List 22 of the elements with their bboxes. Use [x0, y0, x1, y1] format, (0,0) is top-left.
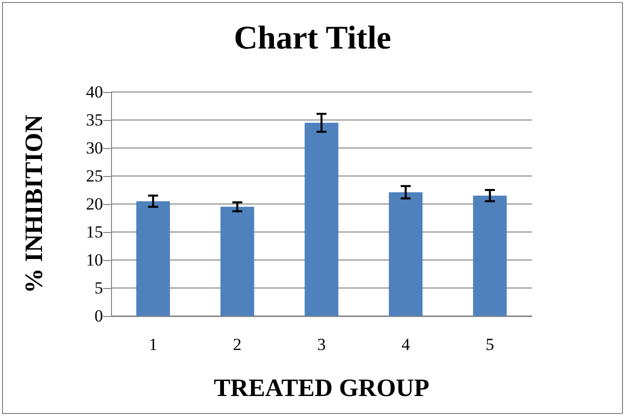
- bar: [388, 192, 423, 316]
- bar: [473, 196, 507, 316]
- y-tick-label: 0: [94, 306, 103, 326]
- x-tick-label: 5: [486, 335, 494, 354]
- x-tick-label: 1: [148, 335, 158, 354]
- bar: [220, 206, 254, 316]
- y-tick-label: 40: [86, 82, 103, 102]
- chart-title: Chart Title: [234, 20, 392, 56]
- bar: [136, 201, 170, 316]
- bar: [304, 122, 338, 316]
- x-tick-label: 4: [401, 335, 410, 354]
- y-tick-label: 20: [86, 194, 103, 214]
- y-tick-label: 10: [86, 250, 103, 270]
- y-tick-label: 35: [86, 110, 103, 130]
- x-tick-label: 2: [233, 335, 242, 354]
- y-tick-label: 30: [86, 138, 103, 158]
- y-tick-label: 5: [94, 278, 103, 298]
- y-tick-label: 25: [86, 166, 103, 186]
- x-axis-title: TREATED GROUP: [214, 375, 430, 402]
- y-tick-label: 15: [86, 222, 103, 242]
- x-tick-label: 3: [317, 335, 326, 354]
- y-axis-title: % INHIBITION: [21, 114, 48, 294]
